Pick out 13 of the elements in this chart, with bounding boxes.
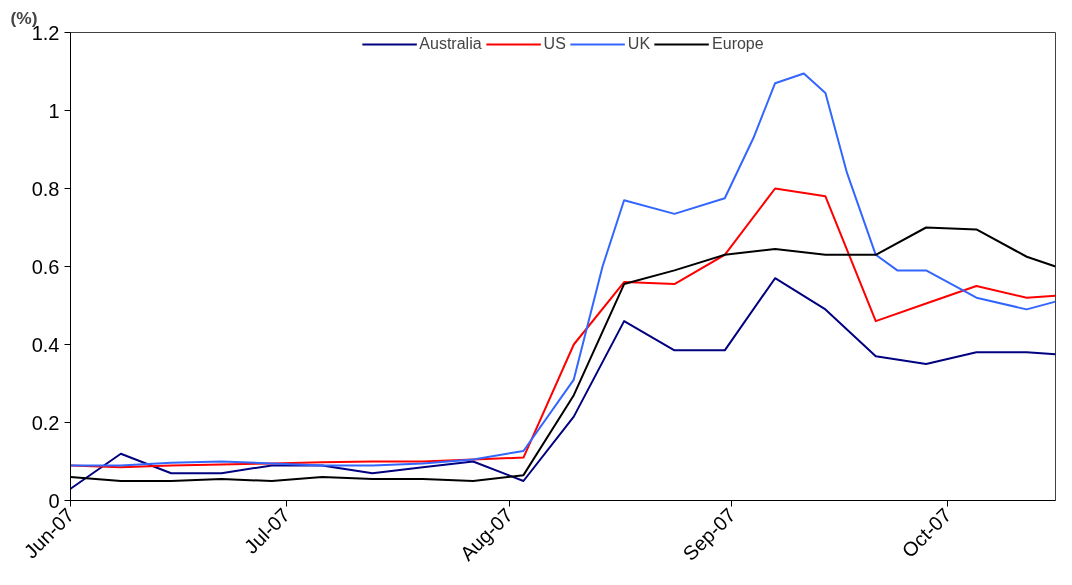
line-series bbox=[70, 187, 1056, 469]
line-series bbox=[70, 277, 1056, 490]
legend-label: Europe bbox=[712, 35, 764, 53]
line-series bbox=[70, 72, 1056, 467]
y-tick-label: 0.6 bbox=[31, 255, 60, 278]
y-tick-label: 0 bbox=[48, 489, 60, 512]
legend-label: UK bbox=[627, 35, 651, 53]
y-tick-label: 0.2 bbox=[31, 411, 60, 434]
y-tick-label: 0.4 bbox=[31, 333, 60, 356]
legend-label: US bbox=[543, 35, 566, 53]
legend-label: Australia bbox=[419, 35, 482, 53]
y-tick-label: 1 bbox=[48, 99, 60, 122]
y-tick-label: 0.8 bbox=[31, 177, 60, 200]
